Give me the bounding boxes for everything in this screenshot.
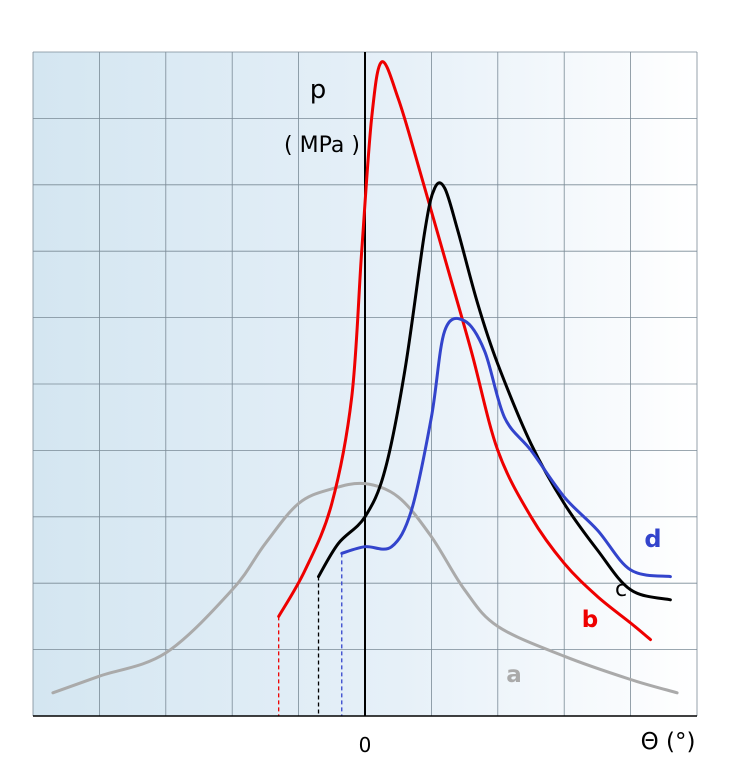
series-label-d: d [644,525,661,553]
series-line-d [340,316,672,579]
x-tick-label-zero: 0 [359,733,372,757]
series-line-c [317,181,672,602]
series-label-b: b [582,607,598,633]
series-line-a [51,481,679,695]
drop-lines [278,553,343,716]
series-label-c: c [615,577,627,602]
series-label-a: a [506,662,522,688]
y-axis-label-unit: ( MPa ) [284,133,360,158]
series-line-b [277,60,652,642]
curves [51,60,679,695]
x-axis-label: Θ (°) [641,729,696,755]
y-axis-label-symbol: p [310,75,327,105]
